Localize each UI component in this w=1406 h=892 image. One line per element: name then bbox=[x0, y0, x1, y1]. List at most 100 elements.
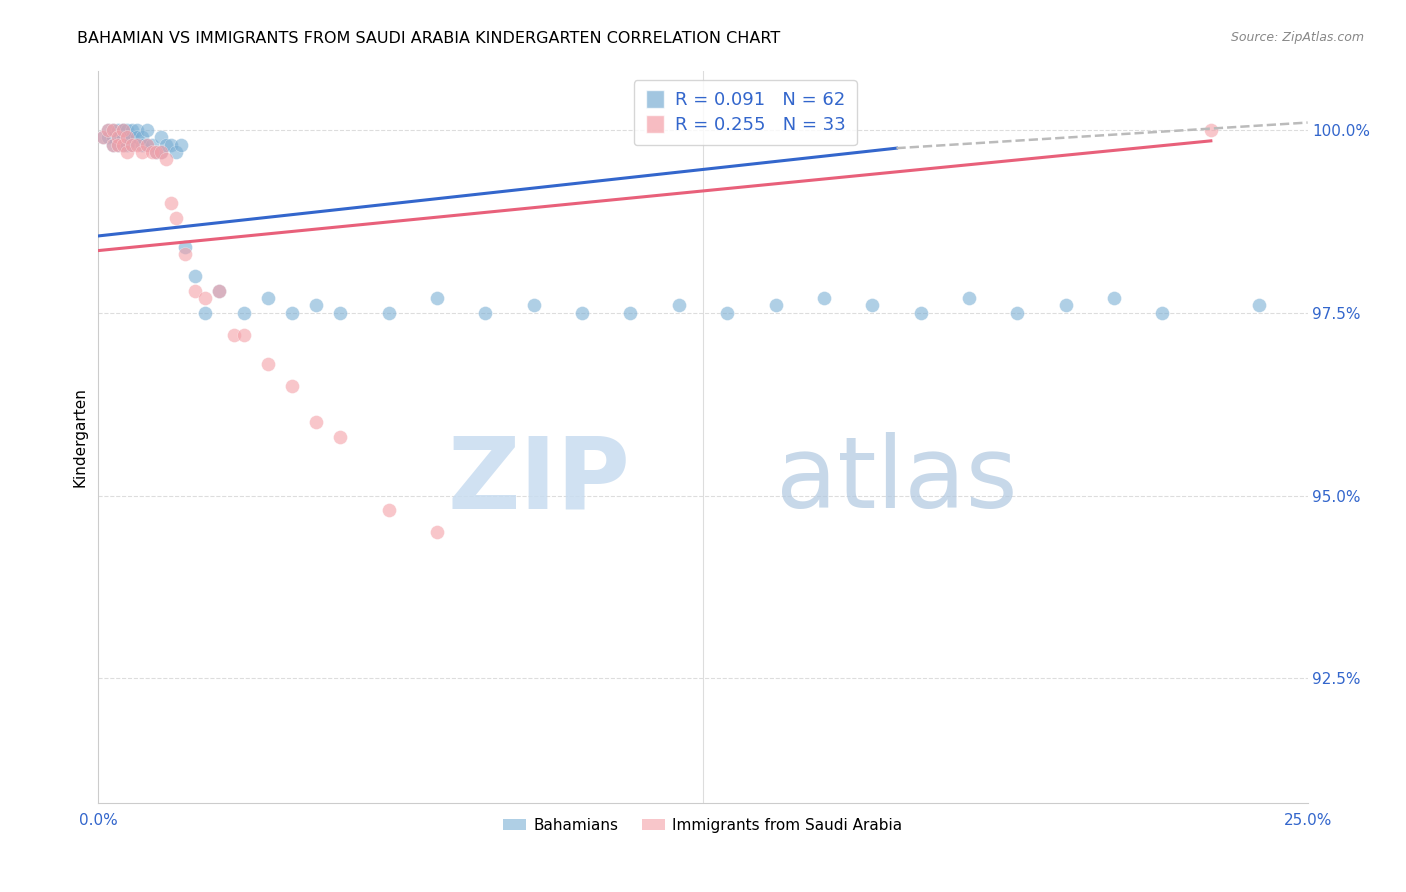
Point bbox=[97, 123, 120, 137]
Text: BAHAMIAN VS IMMIGRANTS FROM SAUDI ARABIA KINDERGARTEN CORRELATION CHART: BAHAMIAN VS IMMIGRANTS FROM SAUDI ARABIA… bbox=[77, 31, 780, 46]
Point bbox=[107, 137, 129, 152]
Point bbox=[117, 145, 139, 159]
Point bbox=[305, 298, 328, 312]
Point bbox=[97, 130, 120, 145]
Point bbox=[305, 416, 328, 430]
Point bbox=[256, 357, 278, 371]
Legend: Bahamians, Immigrants from Saudi Arabia: Bahamians, Immigrants from Saudi Arabia bbox=[498, 812, 908, 839]
Point bbox=[174, 247, 197, 261]
Point bbox=[1152, 306, 1174, 320]
Point bbox=[184, 269, 207, 284]
Point bbox=[165, 145, 187, 159]
Point bbox=[256, 291, 278, 305]
Point bbox=[111, 130, 134, 145]
Point bbox=[426, 291, 449, 305]
Point bbox=[1249, 298, 1271, 312]
Point bbox=[145, 145, 167, 159]
Point bbox=[117, 123, 139, 137]
Point bbox=[131, 130, 153, 145]
Point bbox=[222, 327, 245, 342]
Point bbox=[232, 327, 254, 342]
Point bbox=[111, 123, 134, 137]
Point bbox=[329, 430, 352, 444]
Point bbox=[150, 145, 173, 159]
Point bbox=[135, 137, 157, 152]
Point bbox=[1102, 291, 1125, 305]
Point bbox=[107, 137, 129, 152]
Point bbox=[111, 137, 134, 152]
Point bbox=[155, 152, 177, 166]
Point bbox=[174, 240, 197, 254]
Point bbox=[329, 306, 352, 320]
Point bbox=[910, 306, 932, 320]
Text: ZIP: ZIP bbox=[447, 433, 630, 530]
Point bbox=[141, 145, 163, 159]
Point bbox=[107, 123, 129, 137]
Point bbox=[107, 130, 129, 145]
Point bbox=[101, 137, 124, 152]
Point bbox=[169, 137, 191, 152]
Point bbox=[957, 291, 980, 305]
Point bbox=[571, 306, 593, 320]
Point bbox=[716, 306, 738, 320]
Point bbox=[131, 137, 153, 152]
Point bbox=[101, 130, 124, 145]
Point bbox=[111, 137, 134, 152]
Point bbox=[135, 123, 157, 137]
Point bbox=[127, 137, 149, 152]
Point bbox=[194, 291, 217, 305]
Point bbox=[91, 130, 114, 145]
Point bbox=[860, 298, 883, 312]
Point bbox=[194, 306, 217, 320]
Point bbox=[131, 145, 153, 159]
Point bbox=[1199, 123, 1222, 137]
Point bbox=[117, 137, 139, 152]
Point bbox=[121, 123, 143, 137]
Point bbox=[160, 137, 183, 152]
Point bbox=[377, 503, 399, 517]
Point bbox=[160, 196, 183, 211]
Point bbox=[377, 306, 399, 320]
Point bbox=[101, 123, 124, 137]
Point bbox=[150, 130, 173, 145]
Point bbox=[765, 298, 787, 312]
Point bbox=[121, 137, 143, 152]
Point bbox=[165, 211, 187, 225]
Point bbox=[619, 306, 641, 320]
Point bbox=[150, 145, 173, 159]
Point bbox=[281, 306, 304, 320]
Point bbox=[101, 137, 124, 152]
Text: Source: ZipAtlas.com: Source: ZipAtlas.com bbox=[1230, 31, 1364, 45]
Point bbox=[813, 291, 835, 305]
Y-axis label: Kindergarten: Kindergarten bbox=[72, 387, 87, 487]
Point bbox=[141, 137, 163, 152]
Point bbox=[121, 130, 143, 145]
Point bbox=[127, 123, 149, 137]
Point bbox=[208, 284, 231, 298]
Text: atlas: atlas bbox=[776, 433, 1017, 530]
Point bbox=[474, 306, 496, 320]
Point bbox=[121, 137, 143, 152]
Point bbox=[426, 525, 449, 540]
Point bbox=[668, 298, 690, 312]
Point bbox=[111, 130, 134, 145]
Point bbox=[111, 123, 134, 137]
Point bbox=[111, 123, 134, 137]
Point bbox=[155, 137, 177, 152]
Point bbox=[184, 284, 207, 298]
Point bbox=[101, 123, 124, 137]
Point bbox=[145, 145, 167, 159]
Point bbox=[117, 130, 139, 145]
Point bbox=[97, 123, 120, 137]
Point bbox=[127, 130, 149, 145]
Point bbox=[232, 306, 254, 320]
Point bbox=[117, 130, 139, 145]
Point bbox=[1007, 306, 1029, 320]
Point bbox=[107, 130, 129, 145]
Point bbox=[1054, 298, 1077, 312]
Point bbox=[281, 379, 304, 393]
Point bbox=[107, 130, 129, 145]
Point bbox=[523, 298, 546, 312]
Point bbox=[208, 284, 231, 298]
Point bbox=[91, 130, 114, 145]
